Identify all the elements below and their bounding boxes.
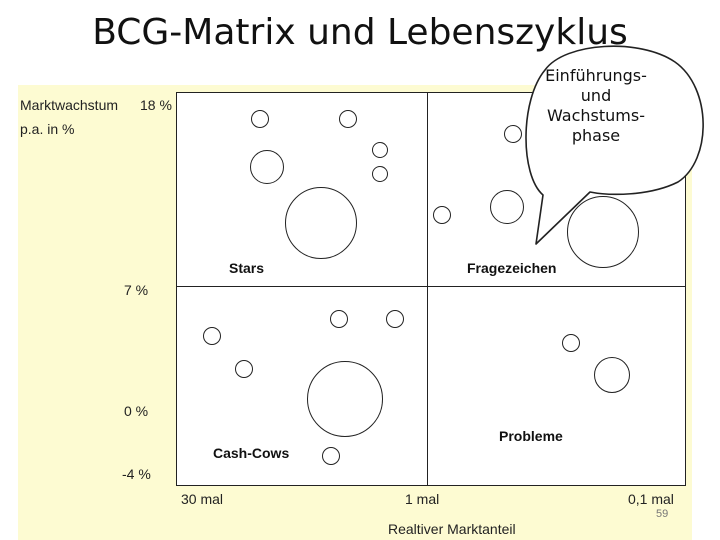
- callout-line: Einführungs-: [545, 66, 647, 85]
- callout-text: Einführungs- und Wachstums- phase: [522, 66, 670, 146]
- bubble: [285, 187, 357, 259]
- callout-line: und: [580, 86, 612, 105]
- quadrant-label-cash-cows: Cash-Cows: [213, 445, 290, 461]
- horizontal-divider: [177, 286, 685, 287]
- y-axis-label-line1: Marktwachstum: [20, 97, 119, 113]
- bubble: [594, 357, 630, 393]
- bubble: [330, 310, 348, 328]
- bubble: [562, 334, 580, 352]
- y-tick-minus4: -4 %: [122, 466, 151, 482]
- callout-line: phase: [571, 126, 621, 145]
- quadrant-label-stars: Stars: [229, 260, 265, 276]
- bubble: [433, 206, 451, 224]
- bubble: [490, 190, 524, 224]
- callout-line: Wachstums-: [547, 106, 645, 125]
- x-axis-label: Realtiver Marktanteil: [388, 521, 516, 537]
- bubble: [250, 150, 284, 184]
- vertical-divider: [427, 93, 428, 485]
- bubble: [251, 110, 269, 128]
- bubble: [567, 196, 639, 268]
- bubble: [322, 447, 340, 465]
- bubble: [339, 110, 357, 128]
- x-tick-0-1: 0,1 mal: [628, 491, 674, 507]
- bubble: [504, 125, 522, 143]
- bubble: [386, 310, 404, 328]
- y-tick-18: 18 %: [140, 97, 172, 113]
- x-tick-1: 1 mal: [405, 491, 440, 507]
- bubble: [307, 361, 383, 437]
- quadrant-label-question-marks: Fragezeichen: [467, 260, 557, 276]
- bubble: [372, 166, 388, 182]
- bubble: [203, 327, 221, 345]
- page-number: 59: [656, 508, 669, 520]
- bcg-matrix: Stars Fragezeichen Cash-Cows Probleme: [176, 92, 686, 486]
- y-tick-0: 0 %: [124, 403, 149, 419]
- bubble: [372, 142, 388, 158]
- quadrant-label-dogs: Probleme: [499, 428, 563, 444]
- y-axis-label-line2: p.a. in %: [20, 121, 75, 137]
- y-tick-7: 7 %: [124, 282, 149, 298]
- slide-title: BCG-Matrix und Lebenszyklus: [92, 12, 628, 53]
- x-tick-30: 30 mal: [181, 491, 224, 507]
- bubble: [235, 360, 253, 378]
